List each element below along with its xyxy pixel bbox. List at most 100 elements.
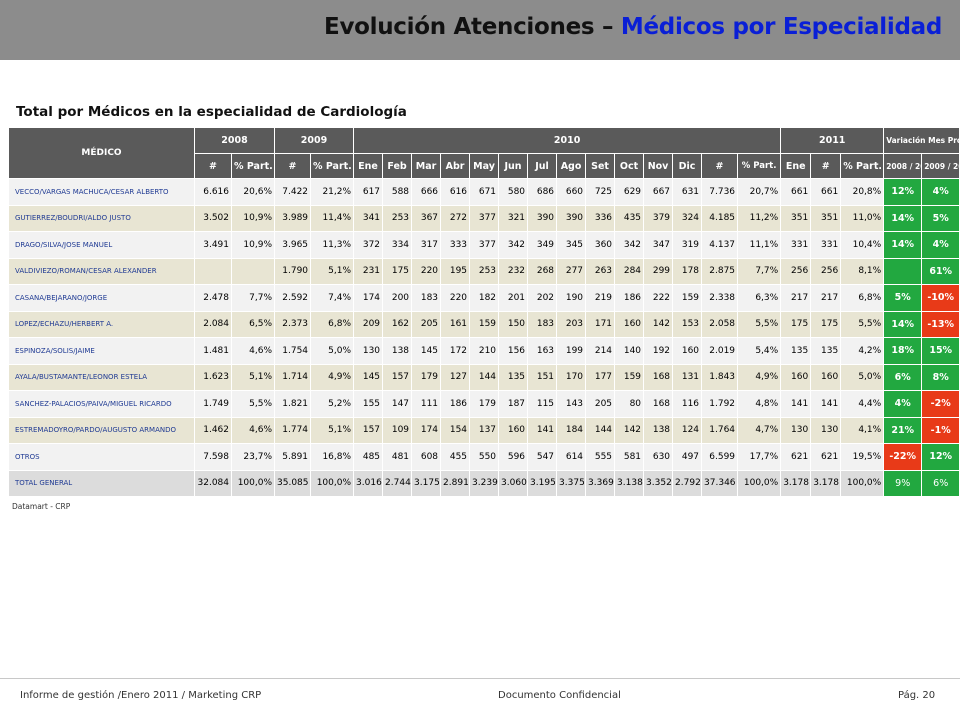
month-value: 209 (353, 310, 384, 338)
month-value: 220 (411, 257, 442, 285)
header-var-2008-2009: 2008 / 2009 (883, 153, 923, 179)
count-2008: 2.478 (194, 284, 232, 312)
data-table: MÉDICO 2008 2009 2010 2011 Variación Mes… (8, 127, 960, 497)
month-value: 550 (469, 443, 500, 471)
part-2008: 10,9% (230, 231, 276, 259)
month-value: 580 (498, 178, 529, 206)
count-2010: 2.019 (701, 337, 739, 365)
month-value: 171 (585, 310, 616, 338)
month-value: 175 (382, 257, 413, 285)
month-value: 317 (411, 231, 442, 259)
variation-2008-2009: 18% (883, 337, 923, 365)
count-2008: 7.598 (194, 443, 232, 471)
count-2009: 5.891 (274, 443, 312, 471)
part-2010: 6,3% (737, 284, 782, 312)
month-value: 163 (527, 337, 558, 365)
month-value: 222 (643, 284, 674, 312)
header-ene-2011: Ene (780, 153, 812, 179)
header-month: Oct (614, 153, 645, 179)
month-value: 3.175 (411, 469, 442, 497)
count-2010: 6.599 (701, 443, 739, 471)
count-2010: 4.185 (701, 204, 739, 232)
header-num-2008: # (194, 153, 232, 179)
header-part-2008: % Part. (230, 153, 276, 179)
variation-2009-2010: -13% (921, 310, 960, 338)
month-value: 347 (643, 231, 674, 259)
month-value: 135 (498, 363, 529, 391)
total-row: TOTAL GENERAL 32.084 100,0% 35.085 100,0% 3.0… (8, 469, 960, 497)
header-month: Jul (527, 153, 558, 179)
month-value: 2.891 (440, 469, 471, 497)
month-value: 390 (556, 204, 587, 232)
month-value: 377 (469, 204, 500, 232)
variation-2008-2009: 21% (883, 416, 923, 444)
header-2008: 2008 (193, 127, 276, 154)
count-2010: 1.843 (701, 363, 739, 391)
month-value: 162 (382, 310, 413, 338)
month-value: 334 (382, 231, 413, 259)
month-value: 159 (469, 310, 500, 338)
header-month: Nov (643, 153, 674, 179)
count-2009: 1.754 (274, 337, 312, 365)
part-2011: 19,5% (840, 443, 885, 471)
month-value: 177 (585, 363, 616, 391)
month-value: 631 (672, 178, 703, 206)
month-value: 3.239 (469, 469, 500, 497)
part-2009: 11,3% (310, 231, 355, 259)
table-row: ESTREMADOYRO/PARDO/AUGUSTO ARMANDO 1.462 4… (8, 416, 960, 444)
part-2008: 4,6% (230, 337, 276, 365)
variation-2008-2009: 14% (883, 204, 923, 232)
month-value: 178 (672, 257, 703, 285)
medico-name: TOTAL GENERAL (8, 469, 195, 497)
count-2008: 1.481 (194, 337, 232, 365)
ene-2011: 217 (780, 284, 812, 312)
month-value: 667 (643, 178, 674, 206)
month-value: 349 (527, 231, 558, 259)
month-value: 210 (469, 337, 500, 365)
part-2010: 5,5% (737, 310, 782, 338)
month-value: 205 (411, 310, 442, 338)
month-value: 156 (498, 337, 529, 365)
month-value: 142 (614, 416, 645, 444)
variation-2009-2010: 4% (921, 231, 960, 259)
count-2011: 217 (810, 284, 842, 312)
header-part-2010: % Part. (737, 153, 782, 179)
month-value: 617 (353, 178, 384, 206)
medico-name: ESPINOZA/SOLIS/JAIME (8, 337, 195, 365)
variation-2009-2010: 12% (921, 443, 960, 471)
count-2010: 37.346 (701, 469, 739, 497)
header-2010: 2010 (353, 127, 782, 154)
month-value: 277 (556, 257, 587, 285)
month-value: 183 (411, 284, 442, 312)
month-value: 168 (643, 363, 674, 391)
month-value: 137 (469, 416, 500, 444)
count-2011: 256 (810, 257, 842, 285)
month-value: 144 (585, 416, 616, 444)
month-value: 140 (614, 337, 645, 365)
month-value: 614 (556, 443, 587, 471)
variation-2008-2009: 14% (883, 231, 923, 259)
header-month: Jun (498, 153, 529, 179)
month-value: 219 (585, 284, 616, 312)
header-month: Ago (556, 153, 587, 179)
count-2011: 331 (810, 231, 842, 259)
month-value: 666 (411, 178, 442, 206)
part-2010: 4,8% (737, 390, 782, 418)
month-value: 284 (614, 257, 645, 285)
month-value: 321 (498, 204, 529, 232)
month-value: 142 (643, 310, 674, 338)
ene-2011: 3.178 (780, 469, 812, 497)
header-month: Ene (353, 153, 384, 179)
count-2009: 2.373 (274, 310, 312, 338)
count-2010: 2.338 (701, 284, 739, 312)
month-value: 390 (527, 204, 558, 232)
ene-2011: 331 (780, 231, 812, 259)
month-value: 186 (614, 284, 645, 312)
table-row: LOPEZ/ECHAZU/HERBERT A. 2.084 6,5% 2.373 6,8… (8, 310, 960, 338)
month-value: 616 (440, 178, 471, 206)
part-2010: 4,9% (737, 363, 782, 391)
month-value: 174 (411, 416, 442, 444)
count-2008: 1.749 (194, 390, 232, 418)
part-2010: 5,4% (737, 337, 782, 365)
month-value: 160 (614, 310, 645, 338)
